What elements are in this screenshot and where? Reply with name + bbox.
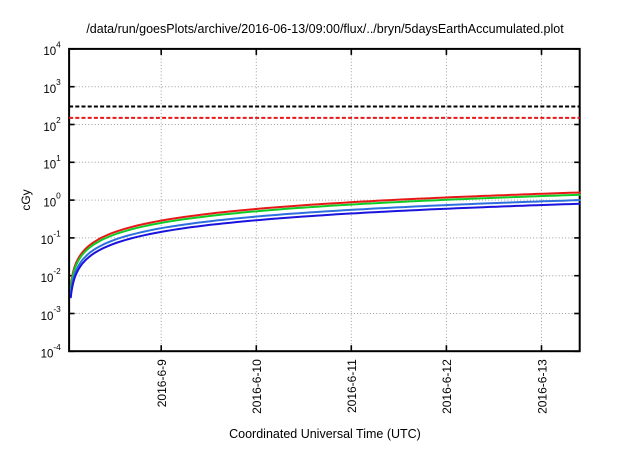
svg-text:/data/run/goesPlots/archive/20: /data/run/goesPlots/archive/2016-06-13/0…: [86, 22, 564, 36]
svg-text:cGy: cGy: [19, 189, 33, 210]
svg-text:2016-6-10: 2016-6-10: [250, 359, 264, 414]
svg-text:2016-6-12: 2016-6-12: [440, 359, 454, 414]
svg-text:2016-6-11: 2016-6-11: [345, 359, 359, 413]
svg-text:2016-6-9: 2016-6-9: [155, 359, 169, 407]
svg-text:Coordinated Universal Time (UT: Coordinated Universal Time (UTC): [229, 427, 421, 441]
svg-text:2016-6-13: 2016-6-13: [535, 359, 549, 414]
